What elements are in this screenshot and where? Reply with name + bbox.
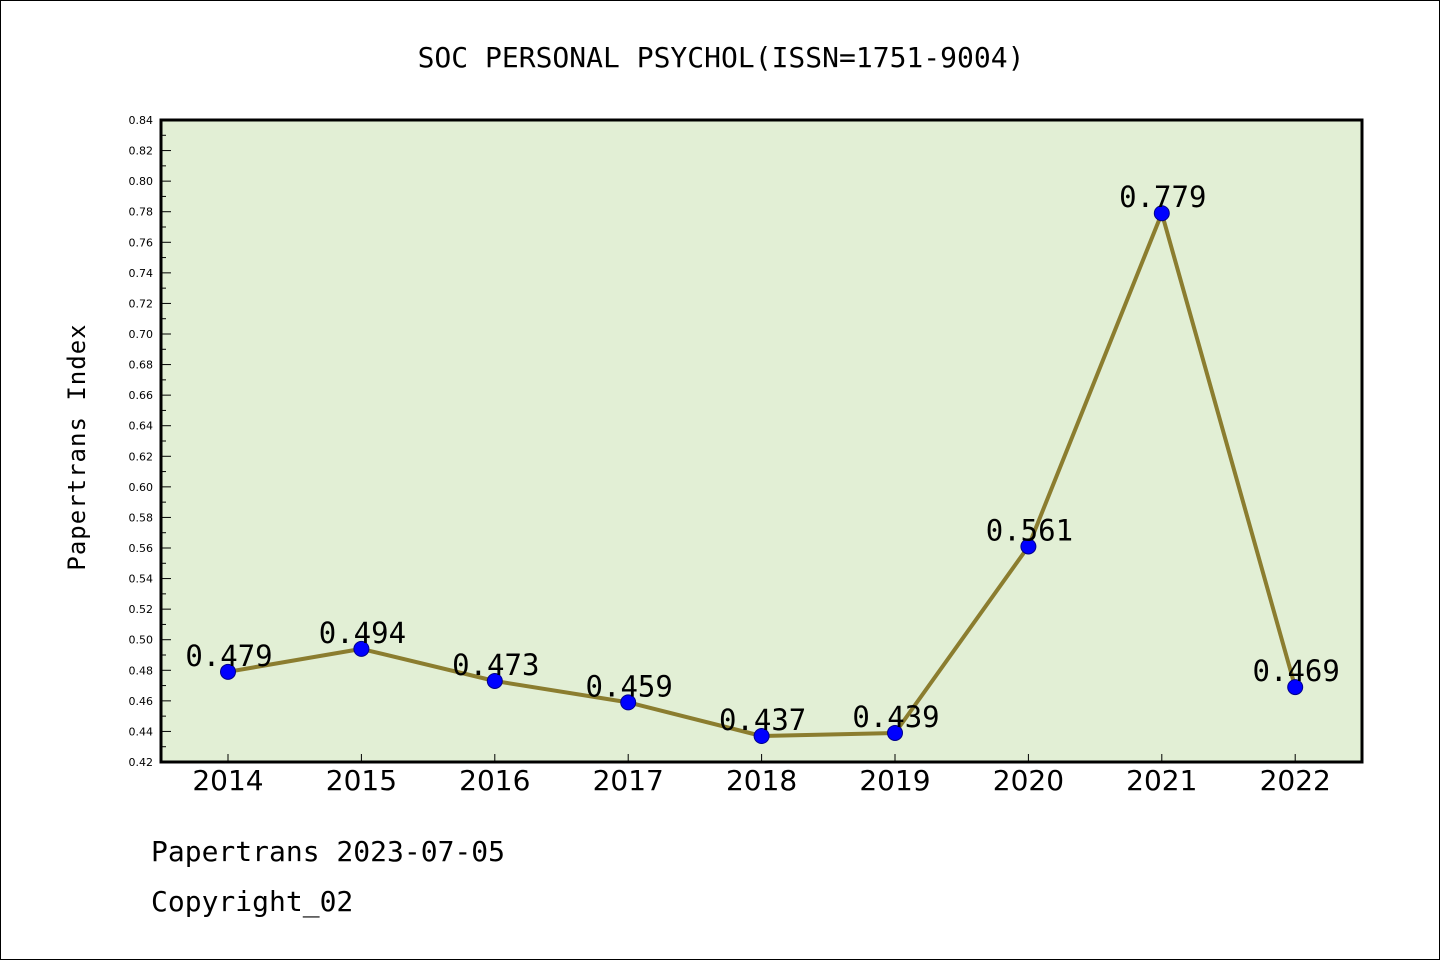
- footer-copyright: Copyright_02: [151, 885, 354, 918]
- data-label: 0.779: [1119, 180, 1206, 214]
- data-point: [1287, 679, 1304, 696]
- data-label: 0.469: [1253, 654, 1340, 688]
- data-points: [220, 205, 1304, 745]
- plot-border: [159, 118, 1364, 764]
- footer-date: Papertrans 2023-07-05: [151, 835, 506, 868]
- x-tick-label: 2021: [1126, 764, 1197, 797]
- y-tick-label: 0.70: [129, 328, 154, 341]
- data-label: 0.494: [319, 616, 406, 650]
- x-tick-label: 2022: [1260, 764, 1331, 797]
- data-point: [620, 694, 637, 711]
- y-tick-label: 0.84: [129, 114, 154, 127]
- data-label: 0.561: [986, 513, 1073, 547]
- data-labels: 0.479 0.494 0.473 0.459 0.437 0.439 0.561 0.779…: [185, 180, 1340, 737]
- y-tick-label: 0.78: [129, 206, 154, 219]
- y-tick-label: 0.52: [129, 603, 154, 616]
- y-axis-label: Papertrans Index: [63, 323, 91, 570]
- y-tick-label: 0.56: [129, 542, 154, 555]
- data-point: [486, 672, 503, 689]
- y-tick-label: 0.76: [129, 236, 154, 249]
- y-tick-label: 0.72: [129, 297, 154, 310]
- data-label: 0.459: [586, 669, 673, 703]
- data-point: [353, 640, 370, 657]
- data-point: [887, 724, 903, 741]
- x-axis: 2014 2015 2016 2017 2018 2019 2020 2021 2022: [192, 754, 1331, 797]
- y-tick-label: 0.74: [129, 267, 154, 280]
- y-tick-label: 0.42: [129, 756, 154, 769]
- y-tick-label: 0.54: [129, 573, 154, 586]
- y-tick-label: 0.60: [129, 481, 154, 494]
- x-tick-label: 2017: [593, 764, 664, 797]
- y-axis: 0.42 0.44 0.46 0.48 0.50 0.52 0.54 0.56 0.58 0.60…: [129, 114, 171, 769]
- y-tick-label: 0.50: [129, 634, 154, 647]
- data-label: 0.479: [185, 639, 272, 673]
- chart-title: SOC PERSONAL PSYCHOL(ISSN=1751-9004): [418, 41, 1025, 74]
- y-tick-label: 0.68: [129, 359, 154, 372]
- data-label: 0.437: [719, 703, 806, 737]
- x-tick-label: 2020: [993, 764, 1064, 797]
- data-point: [1153, 205, 1170, 222]
- x-tick-label: 2018: [726, 764, 797, 797]
- y-tick-label: 0.64: [129, 420, 154, 433]
- y-tick-label: 0.46: [129, 695, 154, 708]
- y-tick-label: 0.66: [129, 389, 154, 402]
- y-tick-label: 0.44: [129, 725, 154, 738]
- x-tick-label: 2016: [459, 764, 530, 797]
- data-label: 0.473: [452, 648, 539, 682]
- x-tick-label: 2019: [859, 764, 930, 797]
- data-point: [753, 728, 770, 745]
- data-point: [1020, 538, 1037, 555]
- data-point: [220, 663, 236, 680]
- y-tick-label: 0.80: [129, 175, 154, 188]
- y-tick-label: 0.48: [129, 664, 154, 677]
- y-tick-label: 0.62: [129, 450, 154, 463]
- x-tick-label: 2014: [192, 764, 263, 797]
- plot-area: [161, 120, 1362, 762]
- data-label: 0.439: [852, 700, 939, 734]
- y-tick-label: 0.58: [129, 511, 154, 524]
- x-tick-label: 2015: [326, 764, 397, 797]
- y-tick-label: 0.82: [129, 145, 154, 158]
